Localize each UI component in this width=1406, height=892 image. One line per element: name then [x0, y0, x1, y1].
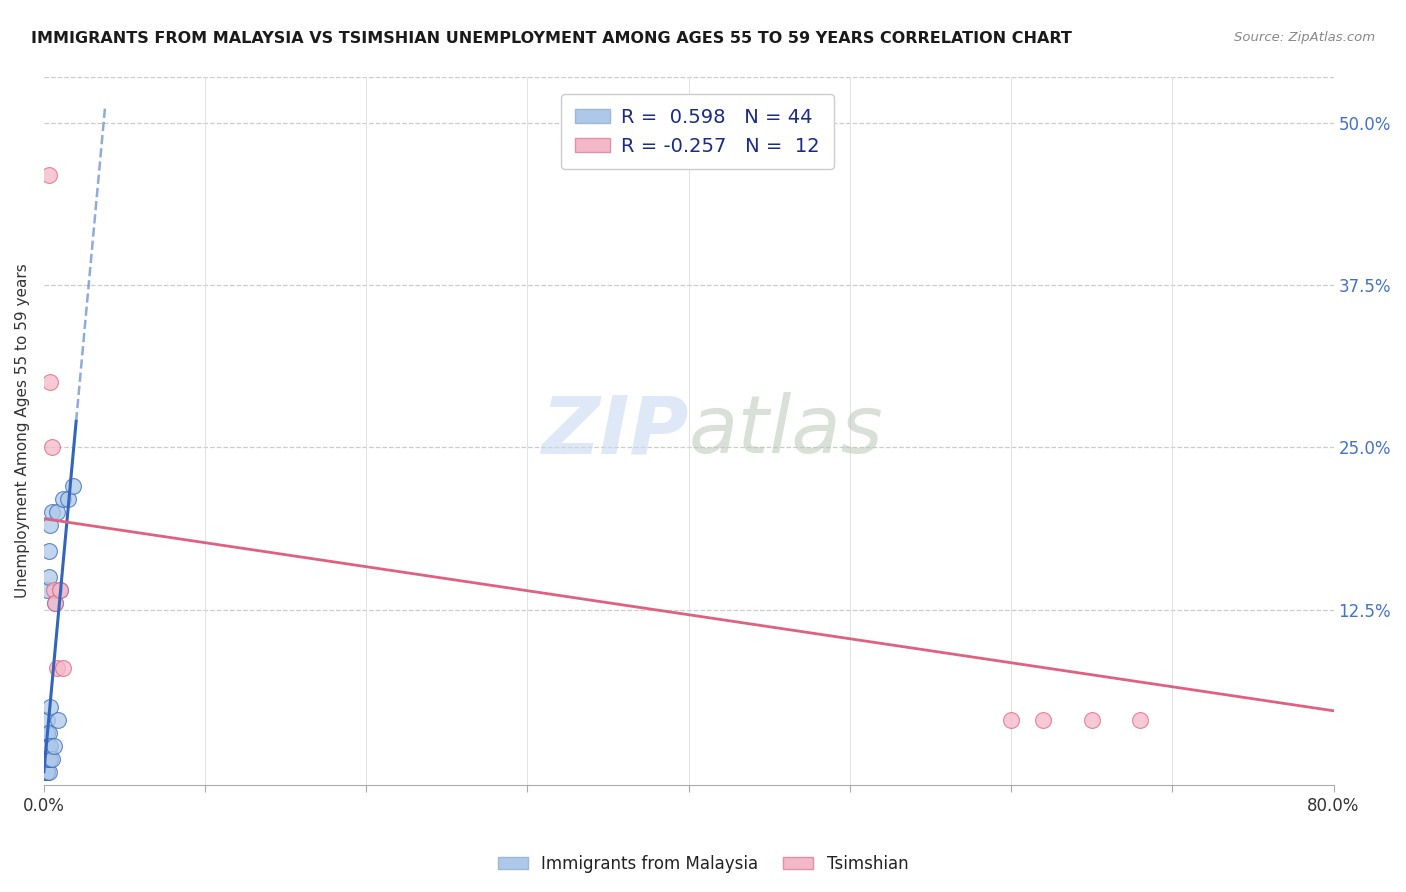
Point: [56, 492, 79, 507]
Text: atlas: atlas: [689, 392, 883, 470]
Point: [44, 596, 66, 610]
Point: [39, 699, 62, 714]
Point: [34, 739, 56, 753]
Point: [37, 752, 59, 766]
Point: [42, 739, 65, 753]
Point: [1080, 713, 1102, 727]
Point: [34, 764, 56, 779]
Point: [39, 376, 62, 390]
Point: [38, 544, 60, 558]
Point: [37, 739, 59, 753]
Point: [37, 764, 59, 779]
Point: [34, 764, 56, 779]
Point: [39, 752, 62, 766]
Text: Source: ZipAtlas.com: Source: ZipAtlas.com: [1234, 31, 1375, 45]
Y-axis label: Unemployment Among Ages 55 to 59 years: Unemployment Among Ages 55 to 59 years: [15, 264, 30, 599]
Point: [34, 739, 56, 753]
Legend: Immigrants from Malaysia, Tsimshian: Immigrants from Malaysia, Tsimshian: [491, 848, 915, 880]
Point: [38, 752, 60, 766]
Point: [45, 661, 67, 675]
Point: [44, 596, 66, 610]
Point: [49, 583, 72, 598]
Point: [34, 752, 56, 766]
Point: [52, 492, 75, 507]
Point: [37, 764, 59, 779]
Point: [38, 752, 60, 766]
Point: [37, 713, 59, 727]
Point: [48, 713, 70, 727]
Point: [37, 752, 59, 766]
Point: [39, 739, 62, 753]
Point: [62, 479, 84, 493]
Point: [34, 739, 56, 753]
Point: [1129, 713, 1152, 727]
Point: [37, 726, 59, 740]
Point: [38, 168, 60, 182]
Point: [38, 726, 60, 740]
Point: [38, 570, 60, 584]
Point: [34, 752, 56, 766]
Point: [41, 505, 63, 519]
Point: [34, 752, 56, 766]
Point: [34, 752, 56, 766]
Point: [39, 518, 62, 533]
Point: [37, 726, 59, 740]
Point: [34, 752, 56, 766]
Point: [1000, 713, 1022, 727]
Point: [34, 764, 56, 779]
Point: [49, 583, 72, 598]
Point: [42, 583, 65, 598]
Point: [41, 440, 63, 454]
Text: ZIP: ZIP: [541, 392, 689, 470]
Point: [41, 752, 63, 766]
Point: [1032, 713, 1054, 727]
Point: [45, 505, 67, 519]
Legend: R =  0.598   N = 44, R = -0.257   N =  12: R = 0.598 N = 44, R = -0.257 N = 12: [561, 95, 834, 169]
Point: [37, 739, 59, 753]
Point: [38, 739, 60, 753]
Text: IMMIGRANTS FROM MALAYSIA VS TSIMSHIAN UNEMPLOYMENT AMONG AGES 55 TO 59 YEARS COR: IMMIGRANTS FROM MALAYSIA VS TSIMSHIAN UN…: [31, 31, 1071, 46]
Point: [37, 752, 59, 766]
Point: [37, 764, 59, 779]
Point: [37, 583, 59, 598]
Point: [52, 661, 75, 675]
Point: [38, 764, 60, 779]
